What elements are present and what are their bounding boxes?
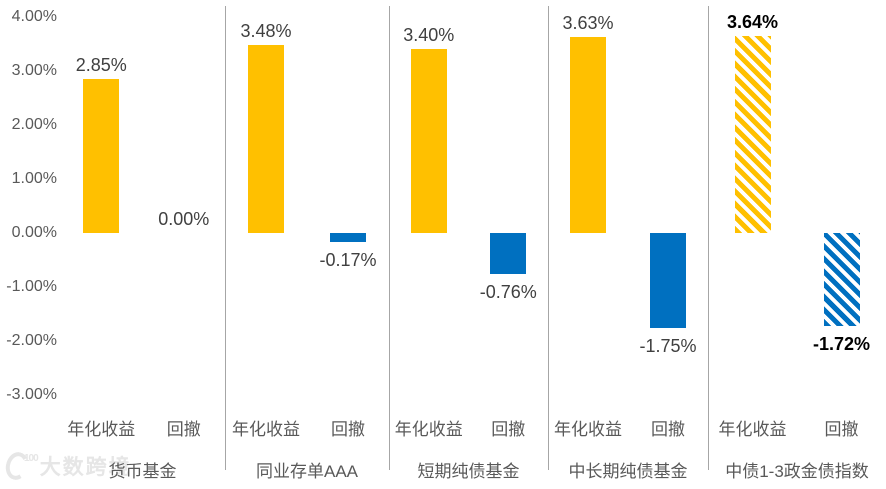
series-axis-label: 年化收益 bbox=[554, 420, 622, 439]
watermark: 100 大数跨境 bbox=[2, 449, 132, 483]
series-cell: 2.85% 年化收益 bbox=[60, 0, 143, 489]
series-axis-label: 年化收益 bbox=[232, 420, 300, 439]
group-divider-line bbox=[389, 6, 390, 470]
category-axis-label: 中债1-3政金债指数 bbox=[725, 462, 869, 481]
series-cell: 3.48% 年化收益 bbox=[225, 0, 307, 489]
category-group: 3.40% 年化收益 -0.76% 回撤短期纯债基金 bbox=[389, 0, 548, 489]
bar-drawdown bbox=[490, 233, 527, 275]
category-group: 2.85% 年化收益 0.00% 回撤货币基金 bbox=[60, 0, 225, 489]
data-label: 3.40% bbox=[403, 25, 455, 46]
data-label: -0.76% bbox=[479, 282, 537, 303]
series-axis-label: 回撤 bbox=[651, 420, 685, 439]
y-axis-tick-label: 0.00% bbox=[11, 224, 57, 241]
group-divider-line bbox=[708, 6, 709, 470]
group-divider-line bbox=[225, 6, 226, 470]
series-axis-label: 年化收益 bbox=[67, 420, 136, 439]
series-axis-label: 年化收益 bbox=[718, 420, 787, 439]
series-cell: 3.64% 年化收益 bbox=[708, 0, 797, 489]
series-cell: -1.75% 回撤 bbox=[628, 0, 708, 489]
y-axis-tick-label: -3.00% bbox=[6, 386, 57, 403]
bar-annualized-return bbox=[83, 79, 120, 233]
series-axis-label: 回撤 bbox=[331, 420, 365, 439]
series-cell: 3.63% 年化收益 bbox=[548, 0, 628, 489]
bar-drawdown bbox=[650, 233, 686, 328]
series-cell: -1.72% 回撤 bbox=[797, 0, 886, 489]
data-label: 2.85% bbox=[75, 55, 127, 76]
category-axis-label: 中长期纯债基金 bbox=[568, 462, 688, 481]
bar-annualized-return bbox=[248, 45, 284, 233]
series-cell: -0.17% 回撤 bbox=[307, 0, 389, 489]
series-cell: -0.76% 回撤 bbox=[469, 0, 549, 489]
data-label: 3.64% bbox=[726, 12, 779, 33]
category-group: 3.63% 年化收益 -1.75% 回撤中长期纯债基金 bbox=[548, 0, 708, 489]
y-axis-tick-label: -2.00% bbox=[6, 332, 57, 349]
y-axis-tick-label: 4.00% bbox=[11, 8, 57, 25]
bar-annualized-return bbox=[410, 49, 447, 233]
data-label: 3.63% bbox=[562, 12, 614, 33]
data-label: -0.17% bbox=[319, 250, 377, 271]
category-group: 3.48% 年化收益 -0.17% 回撤同业存单AAA bbox=[225, 0, 389, 489]
y-axis-tick-label: 3.00% bbox=[11, 62, 57, 79]
bar-drawdown bbox=[823, 233, 860, 326]
series-axis-label: 回撤 bbox=[491, 420, 526, 439]
category-axis-label: 短期纯债基金 bbox=[417, 462, 520, 481]
category-axis-label: 同业存单AAA bbox=[255, 462, 359, 481]
watermark-logo-number: 100 bbox=[24, 452, 39, 464]
category-axis-label: 货币基金 bbox=[108, 462, 177, 481]
y-axis-tick-label: 1.00% bbox=[11, 170, 57, 187]
series-cell: 3.40% 年化收益 bbox=[389, 0, 469, 489]
y-axis-tick-label: 2.00% bbox=[11, 116, 57, 133]
data-label: -1.75% bbox=[639, 335, 697, 356]
series-cell: 0.00% 回撤 bbox=[143, 0, 226, 489]
series-axis-label: 年化收益 bbox=[394, 420, 463, 439]
bar-annualized-return bbox=[734, 36, 771, 233]
bar-annualized-return bbox=[570, 36, 606, 233]
y-axis-tick-label: -1.00% bbox=[6, 278, 57, 295]
category-group: 3.64% 年化收益 -1.72% 回撤中债1-3政金债指数 bbox=[708, 0, 886, 489]
group-divider-line bbox=[548, 6, 549, 470]
series-axis-label: 回撤 bbox=[824, 420, 859, 439]
data-label: 0.00% bbox=[158, 209, 210, 229]
series-axis-label: 回撤 bbox=[166, 420, 201, 439]
watermark-text: 大数跨境 bbox=[39, 456, 132, 479]
bar-drawdown bbox=[330, 233, 366, 243]
data-label: 3.48% bbox=[240, 21, 292, 42]
data-label: -1.72% bbox=[812, 333, 871, 354]
